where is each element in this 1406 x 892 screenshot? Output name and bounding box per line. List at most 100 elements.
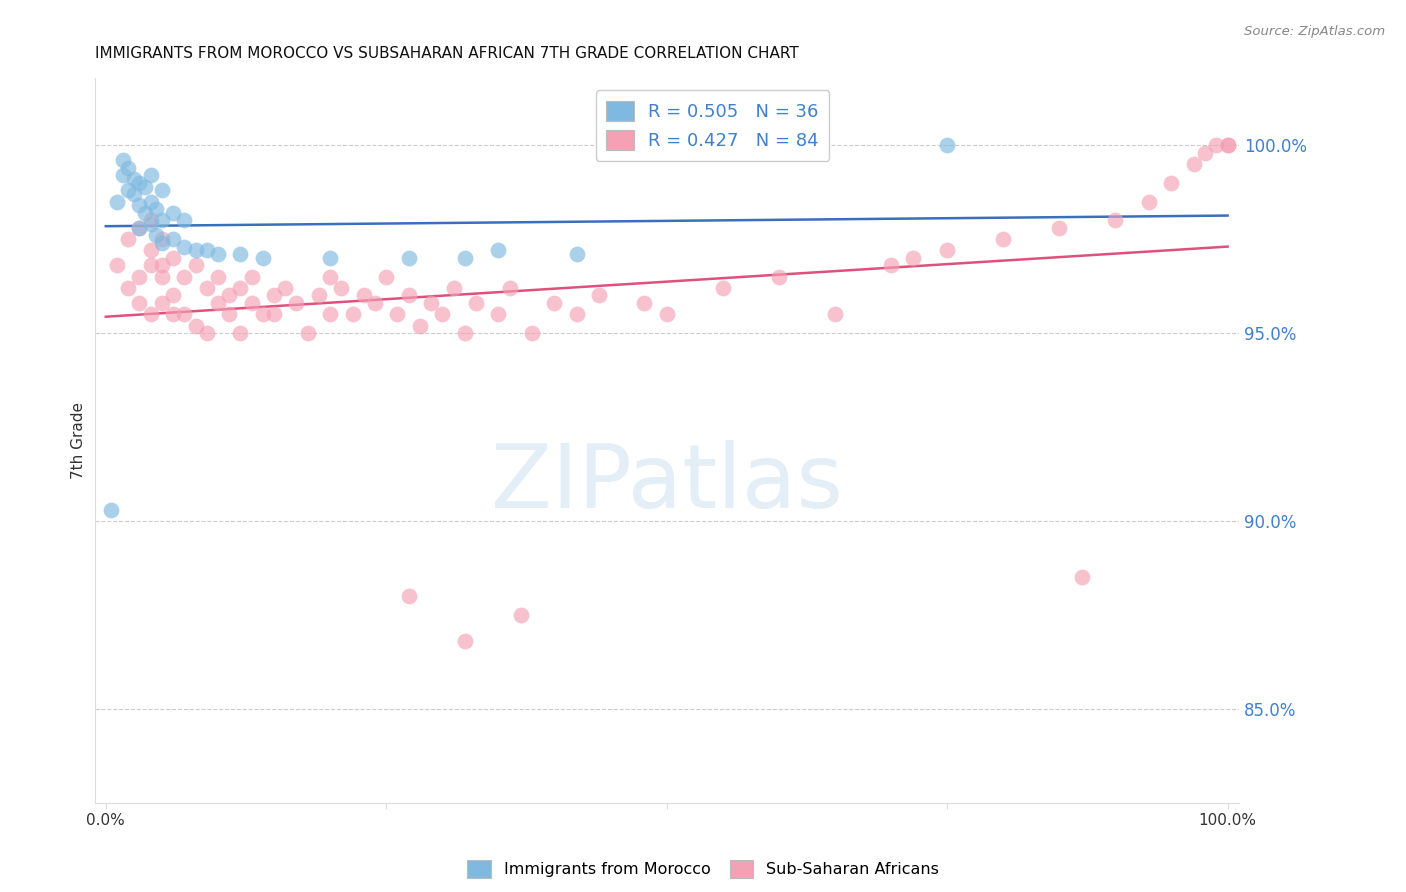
Point (486, 307, 509, 321)
Point (364, 296, 387, 310)
Point (105, 259, 128, 273)
Point (173, 240, 195, 254)
Point (128, 296, 150, 310)
Legend: Immigrants from Morocco, Sub-Saharan Africans: Immigrants from Morocco, Sub-Saharan Afr… (461, 854, 945, 884)
Point (308, 288, 330, 302)
Point (1160, 176, 1182, 190)
Point (195, 326, 218, 340)
Point (117, 281, 139, 295)
Point (184, 318, 207, 333)
Point (150, 235, 173, 250)
Point (420, 296, 443, 310)
Point (122, 187, 145, 202)
Point (824, 307, 846, 321)
Point (263, 288, 285, 302)
Point (162, 307, 184, 321)
Point (252, 307, 274, 321)
Point (173, 307, 195, 321)
Point (139, 244, 162, 258)
Point (353, 288, 375, 302)
Point (207, 296, 229, 310)
Point (465, 296, 488, 310)
Point (993, 232, 1015, 246)
Point (207, 269, 229, 284)
Point (1216, 138, 1239, 153)
Point (150, 232, 173, 246)
Point (139, 213, 162, 227)
Point (319, 251, 342, 265)
Point (218, 307, 240, 321)
Point (454, 326, 477, 340)
Point (162, 251, 184, 265)
Point (432, 307, 454, 321)
Point (1104, 213, 1126, 227)
Point (1070, 570, 1092, 584)
Point (297, 326, 319, 340)
Point (128, 198, 150, 212)
Point (454, 634, 477, 648)
Point (162, 288, 184, 302)
Point (117, 183, 139, 197)
Point (588, 288, 610, 302)
Point (1047, 220, 1070, 235)
Point (105, 194, 128, 209)
Point (117, 161, 139, 175)
Point (520, 326, 543, 340)
Point (240, 269, 263, 284)
Point (184, 259, 207, 273)
Point (150, 296, 173, 310)
Point (150, 259, 173, 273)
Point (319, 269, 342, 284)
Point (229, 326, 252, 340)
Point (139, 259, 162, 273)
Point (240, 296, 263, 310)
Point (150, 213, 173, 227)
Point (263, 307, 285, 321)
Point (509, 607, 531, 622)
Point (342, 307, 364, 321)
Point (139, 194, 162, 209)
Point (768, 269, 790, 284)
Point (285, 296, 308, 310)
Point (655, 307, 678, 321)
Point (184, 244, 207, 258)
Point (1194, 145, 1216, 160)
Point (145, 202, 167, 216)
Point (454, 251, 477, 265)
Point (111, 153, 134, 168)
Point (150, 269, 173, 284)
Point (195, 244, 218, 258)
Point (139, 307, 162, 321)
Point (1205, 138, 1227, 153)
Point (195, 281, 218, 295)
Point (252, 251, 274, 265)
Point (398, 288, 420, 302)
Point (207, 247, 229, 261)
Point (880, 259, 903, 273)
Point (443, 281, 465, 295)
Point (173, 213, 195, 227)
Point (145, 228, 167, 243)
Point (111, 169, 134, 183)
Point (229, 281, 252, 295)
Point (319, 307, 342, 321)
Point (398, 251, 420, 265)
Point (134, 179, 156, 194)
Point (128, 269, 150, 284)
Point (122, 172, 145, 186)
Point (936, 138, 959, 153)
Y-axis label: 7th Grade: 7th Grade (72, 401, 86, 479)
Point (100, 502, 122, 516)
Point (1216, 138, 1239, 153)
Legend: R = 0.505   N = 36, R = 0.427   N = 84: R = 0.505 N = 36, R = 0.427 N = 84 (596, 90, 830, 161)
Point (162, 232, 184, 246)
Point (128, 220, 150, 235)
Point (711, 281, 734, 295)
Point (134, 206, 156, 220)
Point (565, 307, 588, 321)
Point (936, 244, 959, 258)
Point (173, 269, 195, 284)
Point (409, 318, 432, 333)
Point (565, 247, 588, 261)
Point (229, 247, 252, 261)
